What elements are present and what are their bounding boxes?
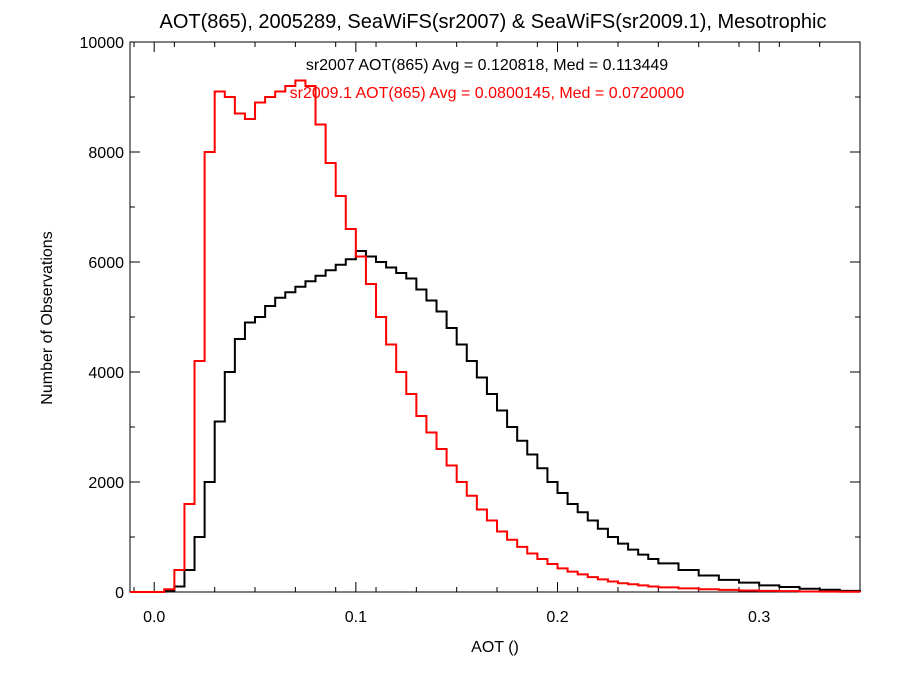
- y-tick-label: 4000: [88, 365, 124, 382]
- axis-ticks: 0.0 0.1 0.2 0.3 0 2000 4000 6000 8000 10000: [80, 35, 860, 626]
- x-tick-label: 0.1: [345, 609, 367, 626]
- histogram-series-1: [130, 250, 861, 593]
- x-tick-label: 0.2: [546, 609, 568, 626]
- annotation-layer: sr2007 AOT(865) Avg = 0.120818, Med = 0.…: [290, 57, 685, 102]
- y-axis-title: Number of Observations: [39, 231, 56, 404]
- y-tick-label: 6000: [88, 255, 124, 272]
- stats-annotation: sr2009.1 AOT(865) Avg = 0.0800145, Med =…: [290, 85, 685, 102]
- y-tick-label: 10000: [80, 35, 125, 52]
- y-tick-label: 8000: [88, 145, 124, 162]
- chart-title: AOT(865), 2005289, SeaWiFS(sr2007) & Sea…: [160, 11, 827, 33]
- stats-annotation: sr2007 AOT(865) Avg = 0.120818, Med = 0.…: [306, 57, 668, 74]
- plot-frame: [129, 41, 861, 593]
- y-tick-label: 0: [115, 585, 124, 602]
- x-axis-title: AOT (): [471, 639, 519, 656]
- x-tick-label: 0.3: [748, 609, 770, 626]
- y-tick-label: 2000: [88, 475, 124, 492]
- x-tick-label: 0.0: [143, 609, 165, 626]
- histogram-series-2: [130, 79, 861, 593]
- series-layer: [130, 79, 861, 593]
